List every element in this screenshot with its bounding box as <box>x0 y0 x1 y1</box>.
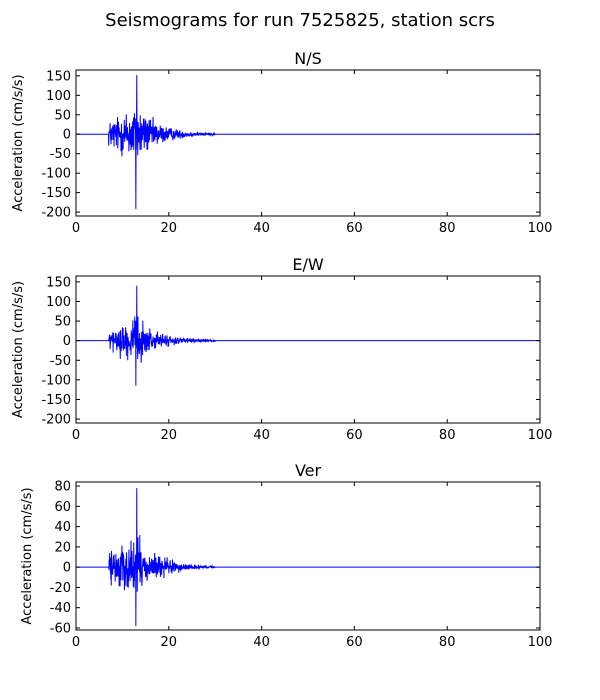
x-tick-label: 0 <box>72 428 80 443</box>
x-tick-label: 80 <box>439 428 456 443</box>
y-tick-label: 100 <box>46 89 71 104</box>
seismogram-trace <box>76 75 540 209</box>
panel-title: Ver <box>295 461 322 480</box>
x-tick-label: 40 <box>253 428 270 443</box>
y-tick-label: -150 <box>41 186 71 201</box>
axes-frame <box>75 481 541 631</box>
panel-1: N/S Acceleration (cm/s/s) 0 20 40 60 80 100 -200… <box>11 49 552 236</box>
y-tick-label: 40 <box>54 520 71 535</box>
y-tick-label: 100 <box>46 295 71 310</box>
seismogram-trace <box>76 285 540 386</box>
y-tick-label: 150 <box>46 275 71 290</box>
y-tick-label: -200 <box>41 206 71 221</box>
y-tick-label: 20 <box>54 540 71 555</box>
seismogram-trace <box>76 488 540 626</box>
y-axis-label: Acceleration (cm/s/s) <box>11 74 26 211</box>
panel-2: E/W Acceleration (cm/s/s) 0 20 40 60 80 100 -200… <box>11 255 552 443</box>
y-tick-label: -200 <box>41 413 71 428</box>
y-tick-label: -100 <box>41 167 71 182</box>
figure-title: Seismograms for run 7525825, station scr… <box>105 10 495 31</box>
panel-title: E/W <box>292 255 324 274</box>
x-tick-label: 80 <box>439 221 456 236</box>
x-tick-label: 40 <box>253 221 270 236</box>
y-tick-label: 60 <box>54 500 71 515</box>
x-tick-label: 60 <box>346 428 363 443</box>
y-tick-label: 0 <box>63 561 71 576</box>
x-tick-label: 80 <box>439 635 456 650</box>
y-tick-label: -60 <box>50 621 71 636</box>
x-tick-label: 20 <box>161 428 178 443</box>
x-tick-label: 60 <box>346 635 363 650</box>
y-tick-label: -50 <box>50 147 71 162</box>
axes-frame <box>75 275 541 424</box>
y-tick-label: 0 <box>63 128 71 143</box>
y-axis-label: Acceleration (cm/s/s) <box>20 487 35 624</box>
x-tick-label: 100 <box>528 221 553 236</box>
x-tick-label: 20 <box>161 221 178 236</box>
x-tick-label: 40 <box>253 635 270 650</box>
x-tick-label: 100 <box>528 428 553 443</box>
y-tick-label: -50 <box>50 354 71 369</box>
y-axis-label: Acceleration (cm/s/s) <box>11 281 26 418</box>
x-tick-label: 100 <box>528 635 553 650</box>
y-tick-label: 0 <box>63 334 71 349</box>
y-tick-label: 50 <box>54 315 71 330</box>
y-tick-label: 80 <box>54 480 71 495</box>
x-tick-label: 0 <box>72 635 80 650</box>
y-tick-label: -100 <box>41 373 71 388</box>
x-tick-label: 0 <box>72 221 80 236</box>
panel-3: Ver Acceleration (cm/s/s) 0 20 40 60 80 100 -60 -… <box>20 461 552 650</box>
y-tick-label: -150 <box>41 393 71 408</box>
x-tick-label: 20 <box>161 635 178 650</box>
axes-frame <box>75 69 541 217</box>
y-tick-label: 50 <box>54 108 71 123</box>
y-tick-label: -20 <box>50 581 71 596</box>
y-tick-label: -40 <box>50 601 71 616</box>
x-tick-label: 60 <box>346 221 363 236</box>
y-tick-label: 150 <box>46 69 71 84</box>
panel-title: N/S <box>294 49 322 68</box>
